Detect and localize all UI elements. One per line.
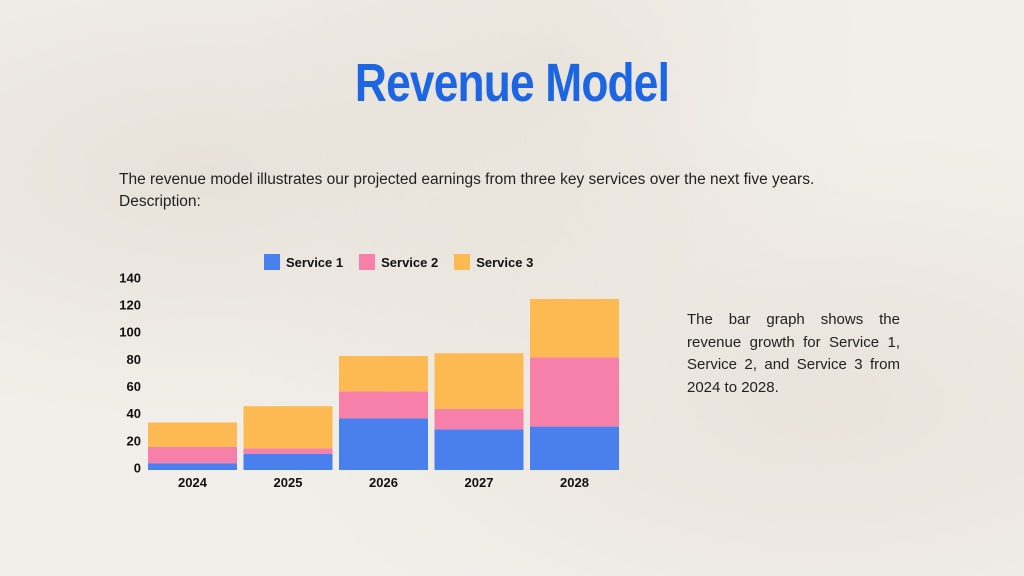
- legend-label-service-3: Service 3: [476, 254, 534, 270]
- y-tick-label: 120: [119, 298, 141, 313]
- bar-segment-service-1-2027: [434, 429, 524, 470]
- bar-segment-service-2-2024: [148, 446, 237, 464]
- bar-segment-service-3-2027: [434, 353, 524, 409]
- legend-swatch-service-1: [264, 254, 280, 270]
- bar-segment-service-3-2026: [339, 356, 428, 392]
- legend-item-service-1: Service 1: [264, 254, 343, 270]
- x-axis: 2024 2025 2026 2027 2028: [178, 475, 589, 490]
- y-tick-label: 100: [119, 325, 141, 340]
- legend-swatch-service-2: [359, 254, 376, 270]
- bar-segment-service-2-2025: [243, 448, 333, 454]
- intro-line-1: The revenue model illustrates our projec…: [119, 171, 815, 188]
- x-tick-label-2025: 2025: [274, 475, 303, 490]
- bars: [148, 299, 619, 470]
- legend-label-service-1: Service 1: [286, 254, 344, 270]
- y-tick-label: 140: [119, 270, 141, 285]
- y-axis: 0 20 40 60 80 100 120 140: [119, 270, 141, 475]
- bar-segment-service-3-2028: [530, 299, 619, 358]
- bar-segment-service-1-2025: [243, 453, 333, 470]
- intro-line-2: Description:: [119, 193, 201, 210]
- legend-item-service-3: Service 3: [454, 254, 533, 270]
- legend-item-service-2: Service 2: [359, 254, 438, 270]
- y-tick-label: 20: [127, 433, 141, 448]
- bar-segment-service-2-2026: [339, 391, 428, 419]
- legend-swatch-service-3: [454, 254, 471, 270]
- chart-legend: Service 1 Service 2 Service 3: [264, 254, 533, 270]
- bar-segment-service-1-2024: [148, 463, 237, 470]
- chart-description: The bar graph shows the revenue growth f…: [687, 311, 900, 396]
- y-tick-label: 40: [127, 406, 141, 421]
- slide-title: Revenue Model: [354, 53, 670, 113]
- bar-segment-service-2-2028: [530, 357, 619, 427]
- legend-label-service-2: Service 2: [381, 254, 439, 270]
- x-tick-label-2024: 2024: [178, 475, 208, 490]
- bar-segment-service-2-2027: [434, 408, 524, 430]
- x-tick-label-2027: 2027: [465, 475, 494, 490]
- intro-text: The revenue model illustrates our projec…: [119, 169, 879, 213]
- y-tick-label: 0: [134, 460, 141, 475]
- x-tick-label-2026: 2026: [369, 475, 398, 490]
- bar-segment-service-3-2025: [243, 406, 333, 449]
- y-tick-label: 80: [127, 352, 141, 367]
- bar-segment-service-1-2028: [530, 426, 619, 470]
- x-tick-label-2028: 2028: [560, 475, 589, 490]
- y-tick-label: 60: [127, 379, 141, 394]
- bar-segment-service-3-2024: [148, 422, 237, 447]
- bar-segment-service-1-2026: [339, 418, 428, 470]
